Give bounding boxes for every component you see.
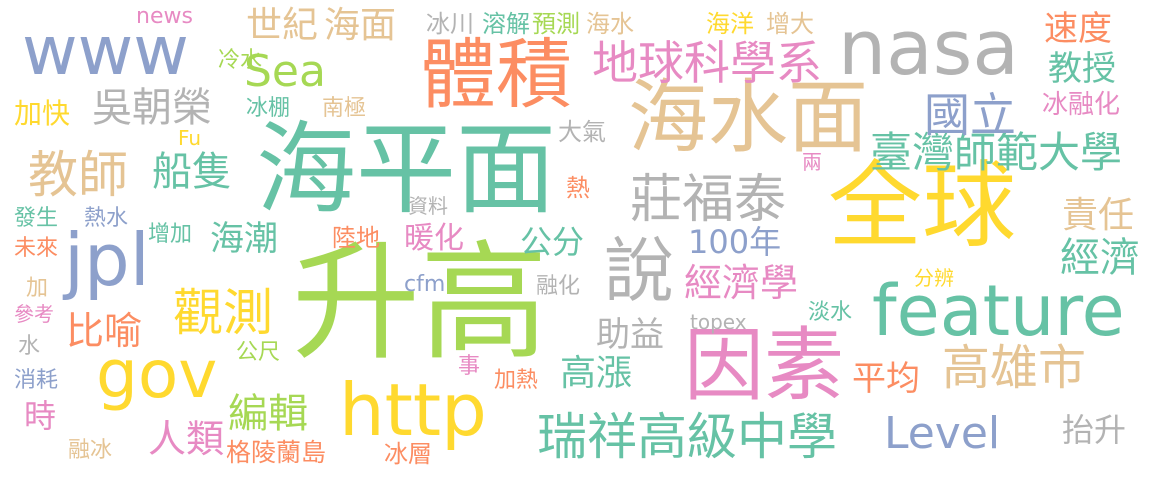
word: 抬升	[1062, 411, 1127, 449]
word: http	[339, 368, 487, 452]
word: 預測	[532, 10, 580, 38]
word: 兩	[802, 150, 822, 174]
word: 海水面	[628, 71, 868, 164]
word: 參考	[14, 302, 54, 326]
word: 地球科學系	[592, 36, 822, 90]
word: 海面	[324, 5, 397, 46]
word: 加熱	[494, 368, 539, 393]
word: 海潮	[210, 219, 278, 259]
word: 教授	[1048, 49, 1116, 89]
word: 臺灣師範大學	[870, 128, 1123, 177]
word: 經濟學	[684, 261, 799, 305]
word: cfm	[404, 272, 446, 297]
word: 100年	[688, 223, 782, 261]
word: 責任	[1062, 195, 1135, 236]
word: feature	[872, 270, 1125, 352]
word: 冷水	[218, 48, 263, 73]
word: 教師	[28, 146, 128, 204]
word: www	[22, 12, 189, 91]
word: Level	[884, 408, 1001, 459]
word: topex	[690, 310, 747, 334]
word: 海水	[586, 10, 634, 38]
word: 溶解	[482, 10, 530, 38]
word: 人類	[148, 417, 225, 461]
word: 融冰	[68, 438, 113, 463]
word: 公分	[520, 223, 585, 261]
word: 水	[18, 334, 41, 359]
word: 世紀	[246, 5, 319, 46]
word: 發生	[14, 206, 59, 231]
word: 體積	[420, 30, 572, 119]
word: 編輯	[228, 391, 308, 437]
word: 未來	[14, 236, 59, 261]
word: 暖化	[404, 221, 464, 256]
word: 南極	[322, 96, 367, 121]
word: 比喻	[66, 309, 143, 353]
word: 時	[24, 397, 57, 435]
word: 公尺	[236, 340, 281, 365]
word: Fu	[178, 126, 202, 150]
word: 海洋	[706, 10, 754, 38]
word: Sea	[244, 46, 326, 97]
word: 冰融化	[1042, 90, 1121, 120]
word: 高雄市	[942, 340, 1087, 396]
word: 加快	[14, 97, 71, 130]
word: 分辨	[914, 266, 954, 290]
word: 莊福泰	[630, 170, 787, 230]
word: gov	[96, 336, 218, 413]
word: 增大	[766, 10, 814, 38]
word: 吳朝榮	[92, 85, 212, 131]
word: 消耗	[14, 368, 59, 393]
word: 速度	[1044, 9, 1112, 49]
word: 國立	[924, 88, 1016, 142]
word: 因素	[684, 319, 844, 412]
word: 經濟	[1060, 235, 1140, 281]
word: 助益	[596, 315, 664, 355]
word: 融化	[536, 274, 581, 299]
word: 冰川	[426, 10, 474, 38]
word: nasa	[838, 3, 1019, 92]
word: 升高	[292, 229, 549, 378]
word: 資料	[408, 194, 448, 218]
word: 增加	[148, 222, 193, 247]
word: news	[136, 4, 193, 29]
word: 冰層	[384, 440, 432, 468]
word: 熱	[566, 174, 590, 202]
word: 熱水	[84, 206, 129, 231]
word: 平均	[852, 359, 920, 399]
word: 海平面	[256, 111, 556, 228]
word: 全球	[828, 152, 1017, 261]
word: 加	[26, 276, 49, 301]
word: 格陵蘭島	[226, 438, 327, 467]
word: 淡水	[808, 300, 853, 325]
word: 船隻	[152, 149, 232, 195]
word: 觀測	[173, 284, 273, 342]
word: 高漲	[560, 353, 633, 394]
word: 瑞祥高級中學	[537, 408, 837, 466]
word: 說	[604, 230, 674, 312]
word: 事	[458, 354, 481, 379]
word: jpl	[64, 218, 150, 302]
word: 大氣	[558, 118, 606, 146]
word: 冰棚	[246, 96, 291, 121]
word: 陸地	[332, 224, 380, 252]
